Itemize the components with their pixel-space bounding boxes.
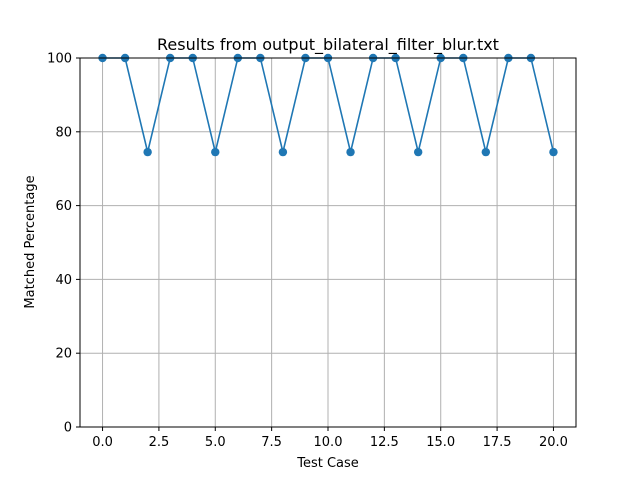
data-point (346, 147, 355, 157)
data-point (481, 147, 491, 157)
y-tick-label: 60 (55, 199, 72, 214)
data-point (278, 147, 288, 157)
axis-ticks: 0.0 2.5 5.0 7.5 10.0 12.5 15.0 17.5 20.0 0 20 40 60 8… (47, 52, 568, 451)
data-point (143, 147, 152, 157)
y-tick-label: 40 (55, 273, 72, 288)
x-tick-label: 15.0 (426, 435, 455, 450)
x-tick-label: 20.0 (539, 435, 568, 450)
y-tick-label: 20 (55, 347, 72, 362)
chart-title: Results from output_bilateral_filter_blu… (157, 35, 499, 55)
x-tick-label: 0.0 (92, 435, 113, 450)
data-point (549, 147, 558, 157)
y-tick-label: 0 (64, 421, 72, 436)
x-tick-label: 2.5 (149, 435, 170, 450)
x-tick-label: 10.0 (314, 435, 343, 450)
y-tick-label: 80 (55, 125, 72, 140)
x-tick-label: 12.5 (370, 435, 399, 450)
grid-lines (80, 57, 576, 428)
data-point (413, 147, 423, 157)
y-axis-label: Matched Percentage (23, 175, 38, 308)
x-tick-label: 7.5 (261, 435, 282, 450)
y-tick-label: 100 (47, 52, 72, 67)
x-tick-label: 17.5 (483, 435, 512, 450)
data-point (211, 147, 220, 157)
x-axis-label: Test Case (296, 456, 359, 471)
x-tick-label: 5.0 (205, 435, 226, 450)
